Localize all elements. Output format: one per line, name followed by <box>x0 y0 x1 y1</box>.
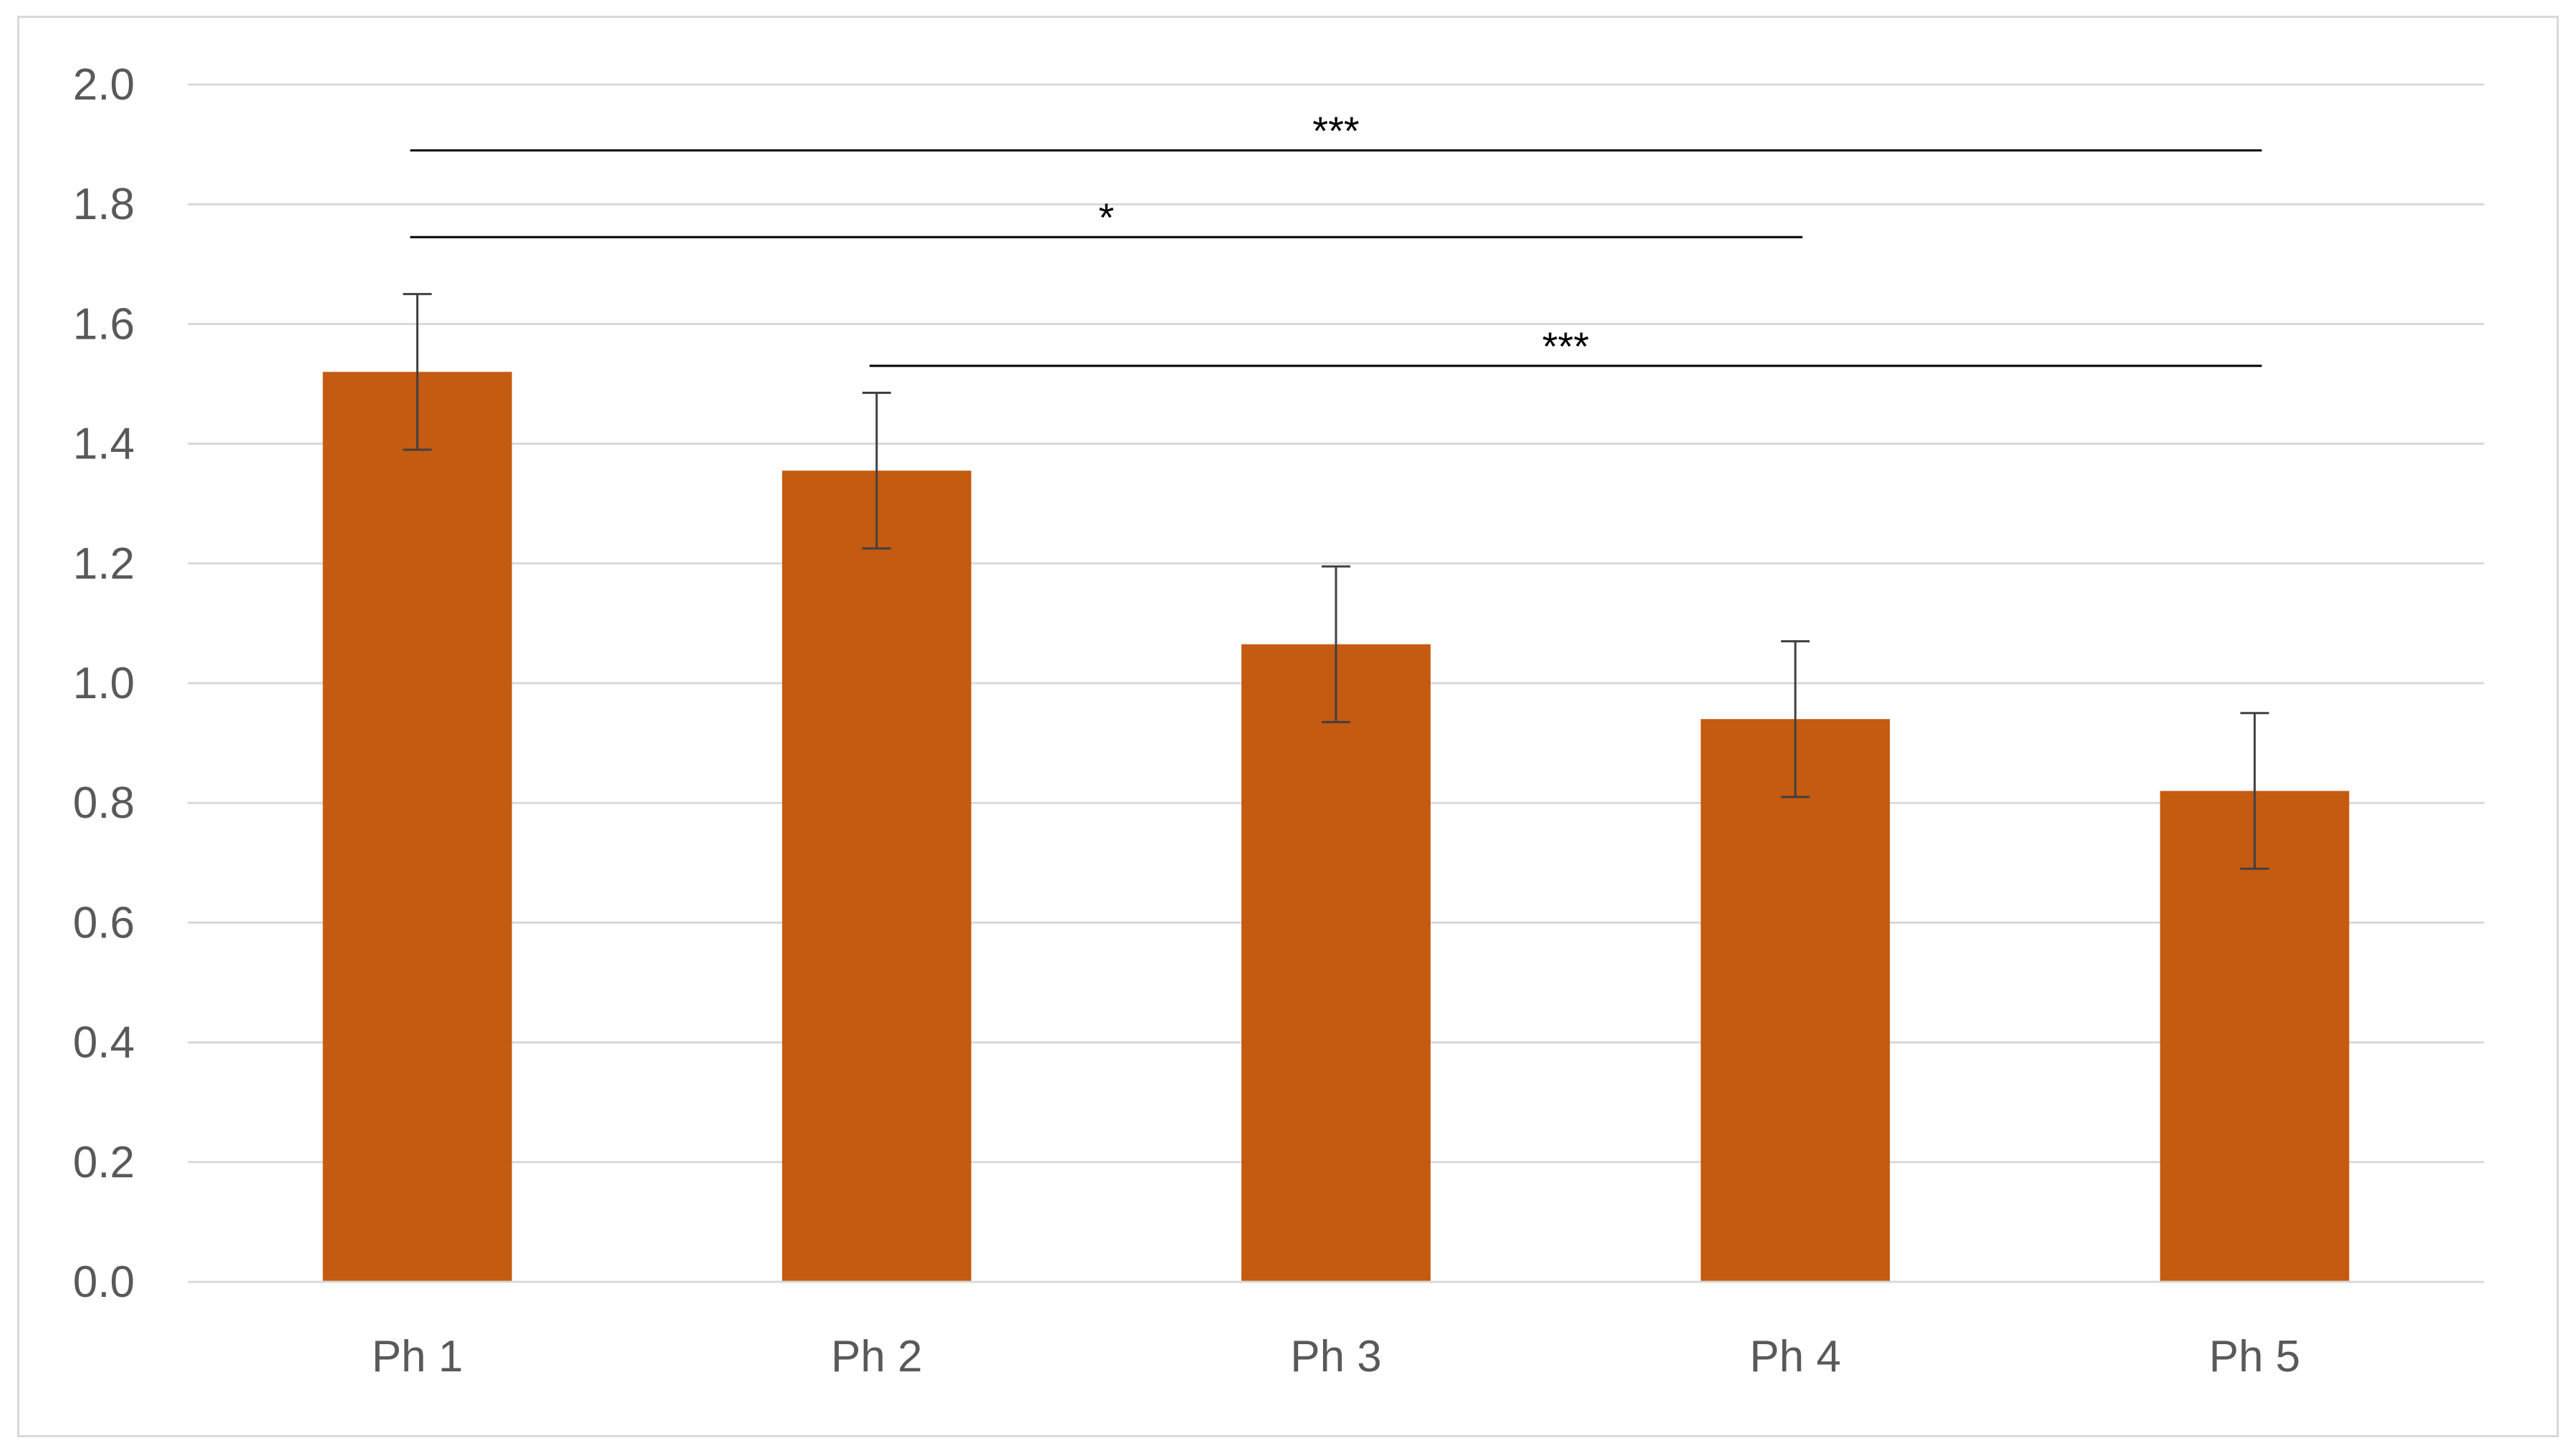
x-tick-label: Ph 3 <box>1290 1332 1382 1381</box>
x-axis: Ph 1 Ph 2 Ph 3 Ph 4 Ph 5 <box>188 1280 2484 1381</box>
bar-ph-2 <box>782 470 971 1282</box>
x-tick-label: Ph 1 <box>372 1332 463 1381</box>
x-tick-label: Ph 2 <box>831 1332 923 1381</box>
y-tick-label: 1.2 <box>73 539 135 589</box>
y-tick-label: 1.6 <box>73 299 135 349</box>
error-bar <box>1781 639 1810 798</box>
y-tick-label: 2.0 <box>73 60 135 110</box>
error-bar <box>862 392 891 550</box>
error-bar <box>2240 712 2269 870</box>
x-tick-label: Ph 5 <box>2209 1332 2301 1381</box>
y-tick-label: 0.6 <box>73 898 135 947</box>
significance-label: *** <box>1542 324 1589 369</box>
error-bar <box>403 293 432 451</box>
bar-ph-4 <box>1701 719 1890 1282</box>
error-bars <box>403 293 2269 870</box>
bars <box>322 372 2350 1282</box>
significance-brackets: ******* <box>410 108 2262 369</box>
bar-ph-1 <box>322 372 512 1282</box>
bar-ph-3 <box>1241 644 1431 1282</box>
y-axis: 0.0 0.2 0.4 0.6 0.8 1.0 1.2 1.4 1.6 1.8 2.0 <box>73 60 135 1307</box>
significance-label: *** <box>1312 108 1359 153</box>
error-bar <box>1322 565 1350 723</box>
y-tick-label: 0.8 <box>73 778 135 828</box>
x-tick-label: Ph 4 <box>1749 1332 1841 1381</box>
y-tick-label: 0.2 <box>73 1138 135 1187</box>
y-tick-label: 1.8 <box>73 180 135 229</box>
significance-label: * <box>1099 195 1115 240</box>
y-tick-label: 0.4 <box>73 1018 135 1068</box>
bar-ph-5 <box>2160 791 2350 1282</box>
y-tick-label: 1.4 <box>73 420 135 469</box>
y-tick-label: 0.0 <box>73 1258 135 1307</box>
y-tick-label: 1.0 <box>73 659 135 708</box>
